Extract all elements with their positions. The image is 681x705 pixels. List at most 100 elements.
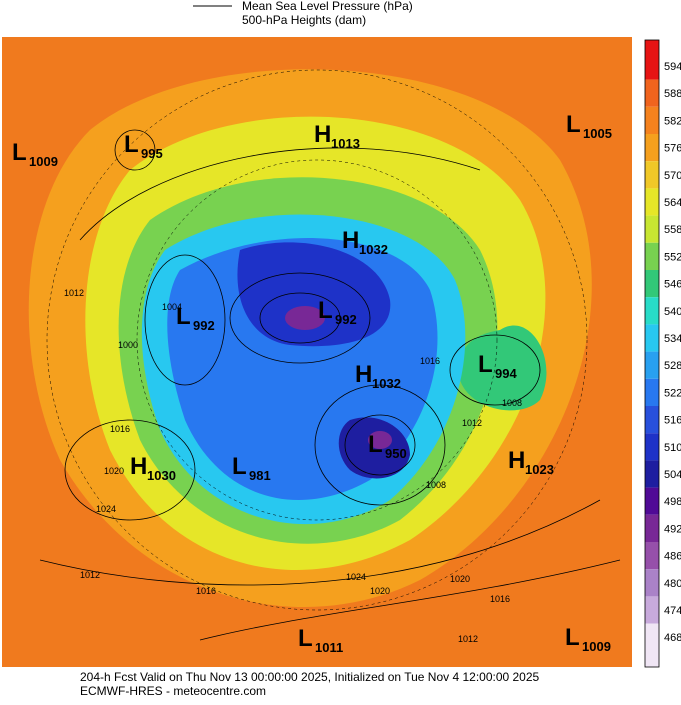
pressure-center-value: 994 bbox=[495, 366, 517, 381]
isobar bbox=[449, 334, 541, 406]
pressure-center-value: 1011 bbox=[315, 640, 343, 655]
colorbar-tick-label: 480 bbox=[664, 578, 681, 590]
pressure-center-value: 1032 bbox=[359, 242, 388, 257]
pressure-center-letter: H bbox=[355, 361, 372, 388]
colorbar-band bbox=[645, 134, 659, 162]
pressure-center-letter: H bbox=[314, 121, 331, 148]
pressure-center-letter: H bbox=[342, 227, 359, 254]
isobar bbox=[229, 272, 371, 364]
colorbar-tick-label: 486 bbox=[664, 551, 681, 563]
colorbar-tick-label: 540 bbox=[664, 306, 681, 318]
pressure-center-value: 1030 bbox=[147, 468, 176, 483]
pressure-center-value: 995 bbox=[141, 146, 163, 161]
pressure-center-value: 981 bbox=[249, 468, 271, 483]
colorbar-band bbox=[645, 106, 659, 134]
colorbar-band bbox=[645, 297, 659, 325]
colorbar-band bbox=[645, 514, 659, 542]
colorbar-band bbox=[645, 406, 659, 434]
colorbar-tick-label: 522 bbox=[664, 387, 681, 399]
colorbar-tick-label: 570 bbox=[664, 170, 681, 182]
latitude-circle bbox=[46, 69, 588, 611]
pressure-center-letter: L bbox=[478, 351, 493, 378]
colorbar-tick-label: 582 bbox=[664, 115, 681, 127]
colorbar-band bbox=[645, 487, 659, 515]
isobar bbox=[199, 559, 621, 641]
isobar-label: 1008 bbox=[502, 398, 522, 408]
isobar-label: 1016 bbox=[110, 424, 130, 434]
pressure-center-value: 950 bbox=[385, 446, 407, 461]
pressure-center-letter: L bbox=[566, 111, 581, 138]
colorbar-tick-label: 576 bbox=[664, 143, 681, 155]
colorbar-band bbox=[645, 40, 659, 80]
isobar-label: 1020 bbox=[450, 574, 470, 584]
pressure-center-letter: L bbox=[124, 131, 139, 158]
isobar-label: 1024 bbox=[96, 504, 116, 514]
isobar-label: 1004 bbox=[162, 302, 182, 312]
pressure-center-letter: L bbox=[565, 624, 580, 651]
isobar-label: 1016 bbox=[196, 586, 216, 596]
pressure-center-value: 992 bbox=[335, 312, 357, 327]
isobar-label: 1008 bbox=[426, 480, 446, 490]
isobar bbox=[259, 292, 341, 344]
colorbar-band bbox=[645, 79, 659, 107]
map bbox=[2, 37, 632, 667]
isobar-label: 1020 bbox=[370, 586, 390, 596]
pressure-center-value: 1009 bbox=[582, 639, 611, 654]
colorbar-band bbox=[645, 270, 659, 298]
isobar-label: 1020 bbox=[104, 466, 124, 476]
colorbar-band bbox=[645, 460, 659, 488]
isobar-label: 1000 bbox=[118, 340, 138, 350]
colorbar-tick-label: 558 bbox=[664, 224, 681, 236]
legend-line-label: Mean Sea Level Pressure (hPa) bbox=[242, 0, 413, 13]
pressure-center-letter: L bbox=[232, 453, 247, 480]
colorbar-tick-label: 588 bbox=[664, 88, 681, 100]
pressure-center-letter: L bbox=[176, 303, 191, 330]
pressure-center-value: 1009 bbox=[29, 154, 58, 169]
footer-line-2: ECMWF-HRES - meteocentre.com bbox=[80, 684, 266, 698]
footer-line-1: 204-h Fcst Valid on Thu Nov 13 00:00:00 … bbox=[80, 670, 540, 684]
colorbar-band bbox=[645, 596, 659, 624]
pressure-center-value: 1032 bbox=[372, 376, 401, 391]
pressure-center-letter: L bbox=[12, 139, 27, 166]
isobar-label: 1024 bbox=[346, 572, 366, 582]
colorbar-tick-label: 504 bbox=[664, 469, 681, 481]
colorbar-frame bbox=[644, 39, 660, 668]
colorbar-tick-label: 510 bbox=[664, 442, 681, 454]
colorbar-tick-label: 552 bbox=[664, 251, 681, 263]
pressure-center-letter: L bbox=[368, 431, 383, 458]
pressure-center-letter: H bbox=[130, 453, 147, 480]
pressure-center-value: 1023 bbox=[525, 462, 554, 477]
colorbar-tick-label: 594 bbox=[664, 61, 681, 73]
pressure-center-letter: L bbox=[318, 297, 333, 324]
colorbar-tick-label: 498 bbox=[664, 496, 681, 508]
colorbar-tick-label: 516 bbox=[664, 415, 681, 427]
isobar-label: 1016 bbox=[420, 356, 440, 366]
colorbar-band bbox=[645, 542, 659, 570]
colorbar-band bbox=[645, 215, 659, 243]
colorbar-tick-label: 492 bbox=[664, 523, 681, 535]
colorbar-band bbox=[645, 351, 659, 379]
isobar-label: 1012 bbox=[64, 288, 84, 298]
isobar bbox=[144, 254, 226, 386]
colorbar-tick-label: 564 bbox=[664, 197, 681, 209]
colorbar-band bbox=[645, 324, 659, 352]
colorbar-tick-label: 534 bbox=[664, 333, 681, 345]
colorbar-tick-label: 474 bbox=[664, 605, 681, 617]
coastline bbox=[79, 147, 481, 241]
colorbar-band bbox=[645, 623, 659, 667]
pressure-center-letter: H bbox=[508, 447, 525, 474]
pressure-center-letter: L bbox=[298, 625, 313, 652]
isobar bbox=[344, 414, 416, 476]
colorbar-tick-label: 546 bbox=[664, 279, 681, 291]
colorbar-band bbox=[645, 242, 659, 270]
colorbar-band bbox=[645, 433, 659, 461]
pressure-center-value: 1013 bbox=[331, 136, 360, 151]
pressure-center-value: 992 bbox=[193, 318, 215, 333]
colorbar-band bbox=[645, 161, 659, 189]
isobar-label: 1012 bbox=[462, 418, 482, 428]
height-zone bbox=[285, 306, 325, 330]
height-zone bbox=[368, 431, 392, 449]
isobar bbox=[114, 129, 156, 171]
colorbar-band bbox=[645, 188, 659, 216]
